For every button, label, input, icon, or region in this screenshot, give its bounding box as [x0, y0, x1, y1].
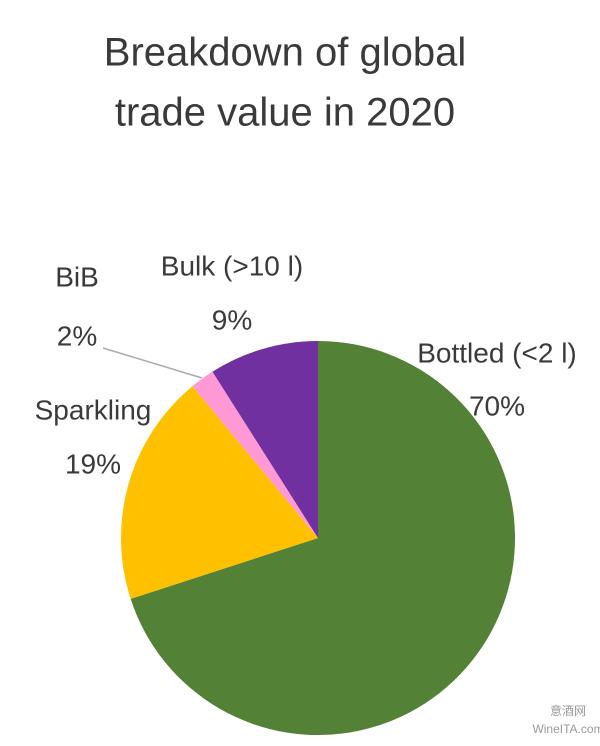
slice-label: Sparkling — [35, 394, 152, 425]
value-label: 19% — [65, 448, 121, 479]
chart-title: trade value in 2020 — [115, 91, 455, 135]
pie-slice — [192, 371, 318, 538]
pie-slice — [121, 386, 318, 599]
pie-slice — [212, 341, 318, 538]
value-label: 2% — [57, 320, 97, 351]
value-label: 9% — [212, 304, 252, 335]
pie-slice — [130, 341, 516, 735]
slice-label: BiB — [55, 261, 99, 292]
value-label: 70% — [469, 390, 525, 421]
chart-title: Breakdown of global — [104, 31, 466, 75]
watermark: WineITA.com — [532, 722, 600, 736]
slice-label: Bottled (<2 l) — [417, 337, 577, 368]
slice-label: Bulk (>10 l) — [161, 250, 303, 281]
leader-line — [102, 347, 203, 379]
watermark: 意酒网 — [550, 703, 586, 718]
